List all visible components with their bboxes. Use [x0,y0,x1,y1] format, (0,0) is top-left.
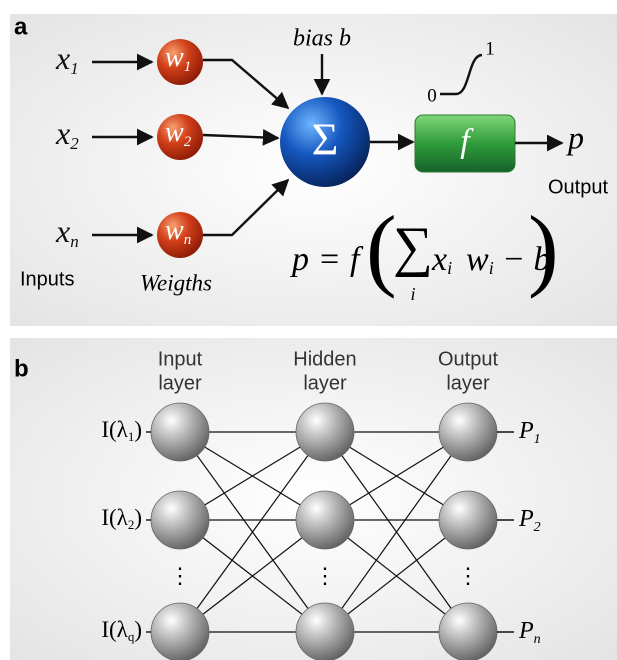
input-label-pre: I(λ [101,617,128,642]
input-label-sub: q [128,629,135,644]
formula-lhs: p [290,241,309,278]
input-label-pre: I(λ [101,505,128,530]
ellipsis: ⋮ [457,563,479,588]
input-label-pre: I(λ [101,417,128,442]
formula-open: ( [366,197,397,299]
layer-title: Input [158,348,203,370]
output-label: Output [548,176,608,198]
formula-w-base: w [466,241,489,278]
formula-w: wi [466,241,494,278]
connection [179,431,326,633]
output-label-sub: n [534,632,541,647]
output-label: P2 [518,506,541,536]
input-label-sub: 1 [128,429,135,444]
output-label: P1 [518,418,541,448]
output-label: Pn [518,618,541,648]
formula-w-sub: i [489,258,494,278]
input-label-post: ) [134,417,142,442]
neuron [295,490,355,550]
ellipsis: ⋮ [314,563,336,588]
neuron [150,402,210,462]
weight-node [157,114,203,160]
output-label-sub: 2 [534,520,541,535]
sigmoid-high: 1 [485,38,495,59]
sigmoid-low: 0 [427,85,437,106]
neuron [150,490,210,550]
output-label-base: P [518,618,534,644]
input-label: I(λ2) [101,505,142,532]
weight-var-sub: 1 [184,59,192,75]
arrow [203,58,290,110]
panel-b: b Inputlayer⋮Hiddenlayer⋮Outputlayer⋮I(λ1… [14,348,541,660]
panel-label: a [14,13,28,40]
weight-node [157,39,203,85]
connection [324,519,469,633]
input-var-sub: 2 [70,134,79,153]
weight-var: w1 [165,42,191,75]
output-label-sub: 1 [534,432,541,447]
input-var: x2 [55,115,79,153]
input-var-base: x [55,115,70,151]
connection [324,431,469,633]
ellipsis: ⋮ [169,563,191,588]
input-var-base: x [55,40,70,76]
input-label: I(λ1) [101,417,142,444]
weight-var-sub: n [184,232,192,248]
weight-var-base: w [165,117,184,148]
layer-title: layer [303,372,347,394]
sum-node [280,97,370,187]
weight-var-base: w [165,42,184,73]
weight-node [157,212,203,258]
weight-var: wn [165,215,191,248]
arrow [202,129,280,146]
neuron [150,602,210,660]
neuron [295,402,355,462]
formula-x-base: x [431,241,447,278]
layer-title: Hidden [293,348,356,370]
input-label-sub: 2 [128,517,135,532]
formula-x: xi [431,241,452,278]
output-label-base: P [518,506,534,532]
sum-symbol: Σ [312,114,339,165]
formula-eq: = [320,241,339,278]
neuron [438,602,498,660]
input-var: xn [55,213,79,251]
arrow [203,178,290,237]
formula-close: ) [528,197,559,299]
formula-index: i [410,284,415,304]
weight-var-sub: 2 [184,134,192,150]
connection [179,519,326,633]
layer-title: layer [158,372,202,394]
input-label-post: ) [134,505,142,530]
formula-sum: ∑ [393,216,433,278]
weight-var-base: w [165,215,184,246]
formula-x-sub: i [447,258,452,278]
input-var-base: x [55,213,70,249]
output-label-base: P [518,418,534,444]
inputs-label: Inputs [20,268,74,290]
input-var-sub: 1 [70,59,79,78]
weights-label: Weigths [140,270,212,295]
input-var: x1 [55,40,79,78]
bias-label: bias b [293,26,351,52]
layer-title: Output [438,348,498,370]
neuron [438,402,498,462]
output-var: p [566,119,584,155]
sigmoid-curve [440,53,483,96]
input-label: I(λq) [101,617,142,644]
input-label-post: ) [134,617,142,642]
input-var-sub: n [70,232,79,251]
weight-var: w2 [165,117,192,150]
panel-label: b [14,355,29,382]
neuron [438,490,498,550]
layer-title: layer [446,372,490,394]
neuron [295,602,355,660]
formula-rest: − b [502,241,550,278]
